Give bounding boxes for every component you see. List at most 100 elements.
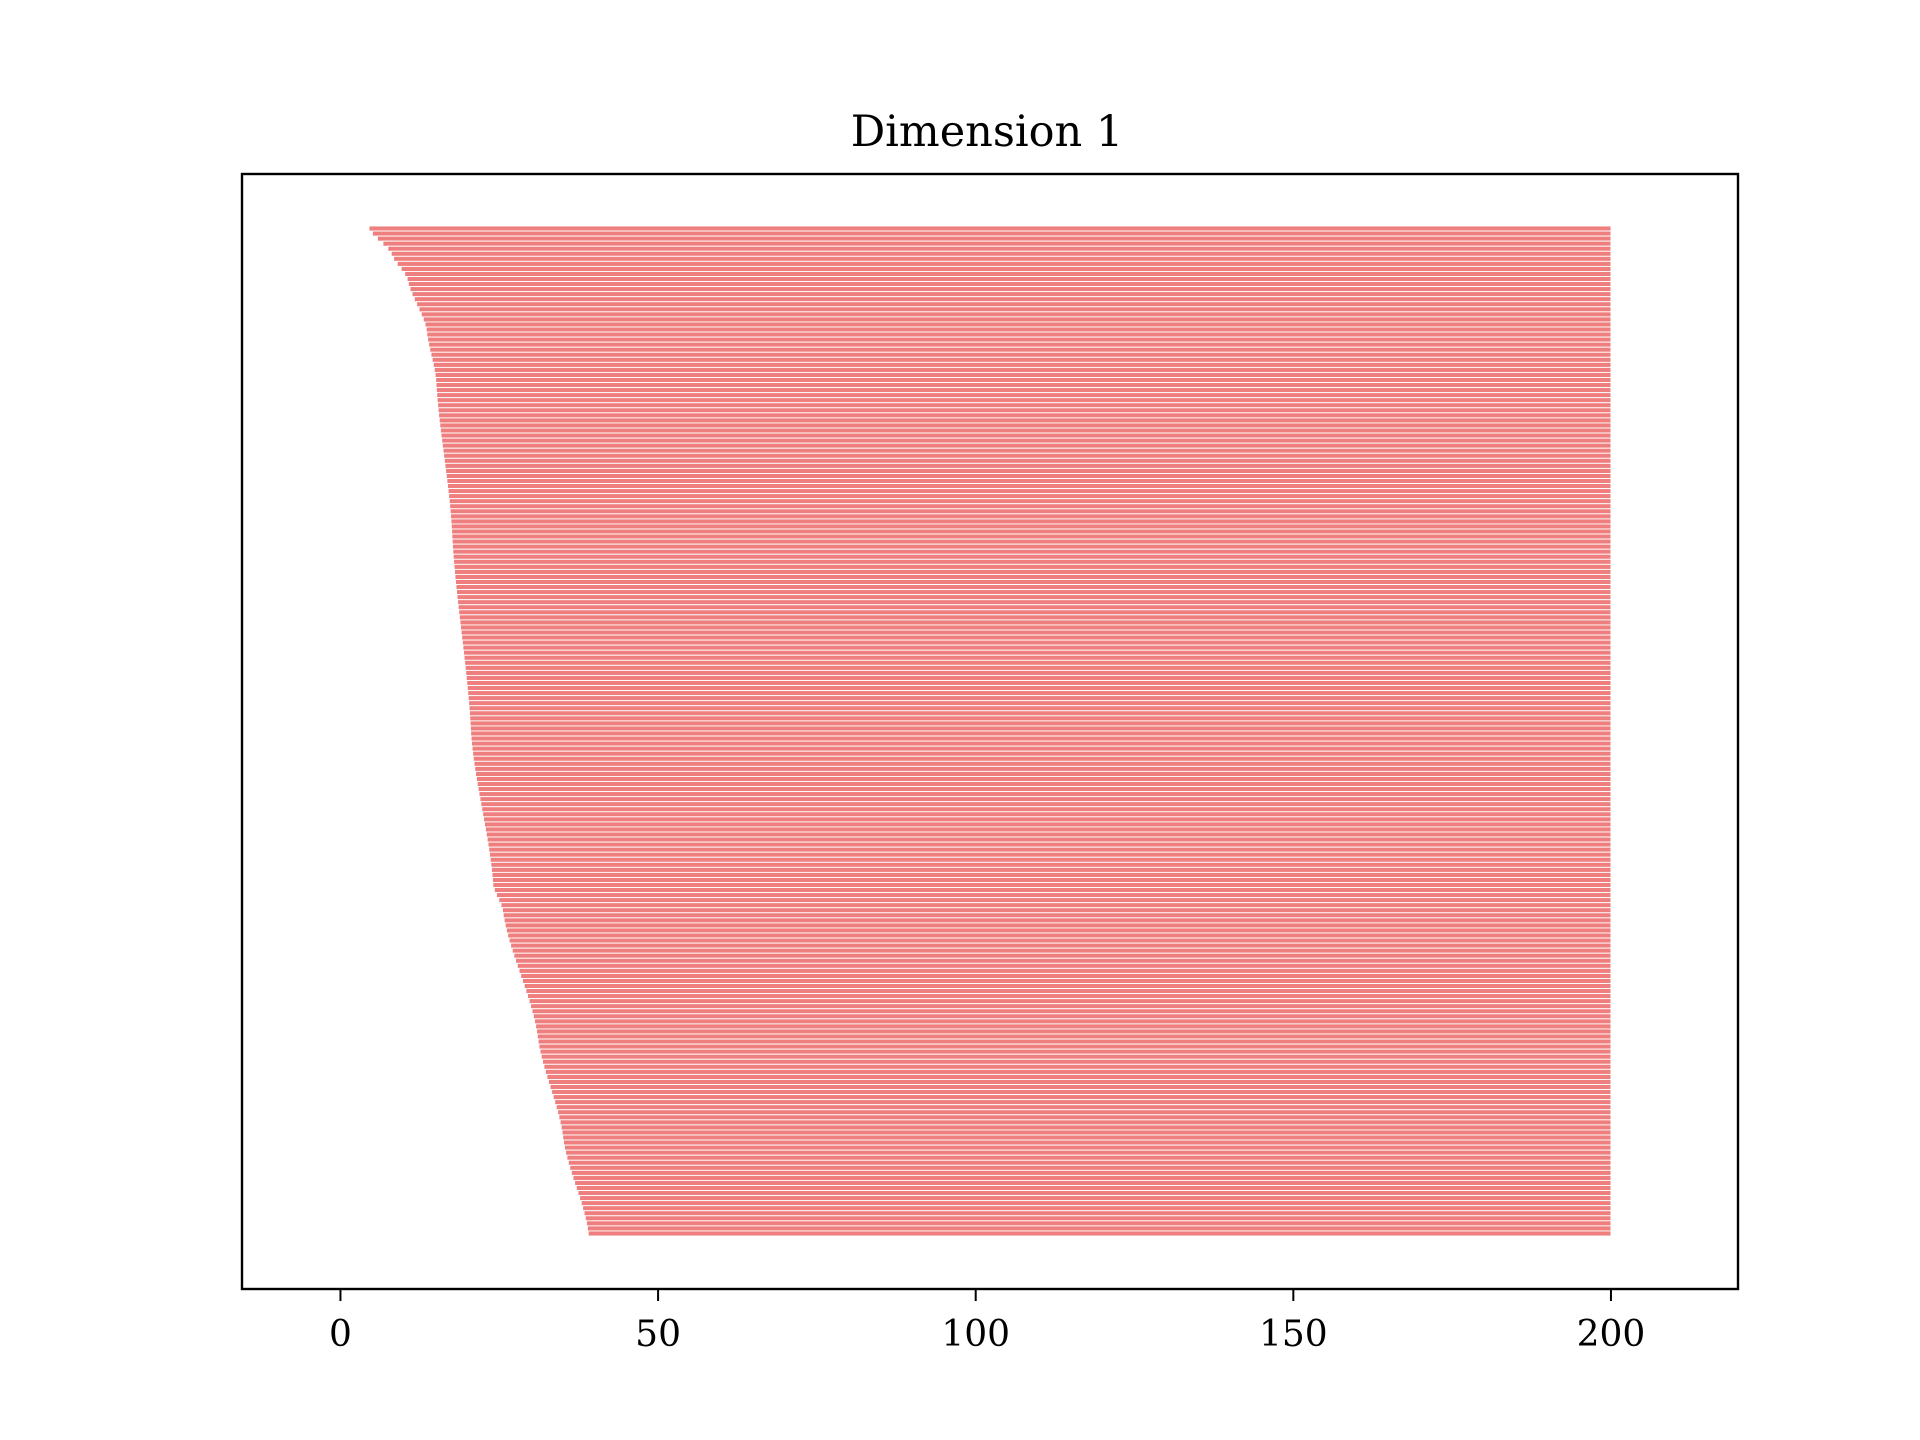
bar-185 <box>566 1154 1612 1161</box>
bar-118 <box>483 816 1612 823</box>
bar-77 <box>458 609 1612 616</box>
bar-88 <box>464 664 1612 671</box>
bar-82 <box>461 634 1612 641</box>
bar-16 <box>416 301 1612 308</box>
bar-148 <box>518 967 1612 974</box>
bar-28 <box>432 361 1612 368</box>
bar-149 <box>520 972 1612 979</box>
bar-90 <box>465 675 1612 681</box>
bar-85 <box>463 649 1612 656</box>
bar-189 <box>572 1174 1612 1181</box>
bar-7 <box>393 255 1612 262</box>
bar-83 <box>461 639 1612 646</box>
bar-8 <box>396 260 1612 267</box>
bar-39 <box>438 417 1612 424</box>
bar-133 <box>496 892 1612 899</box>
bar-97 <box>469 710 1612 717</box>
bar-139 <box>504 922 1612 929</box>
bar-27 <box>431 356 1612 363</box>
chart-title: Dimension 1 <box>851 107 1124 157</box>
bar-57 <box>449 508 1612 515</box>
bar-140 <box>505 927 1612 934</box>
bar-152 <box>525 988 1612 995</box>
bar-102 <box>470 735 1612 742</box>
bar-94 <box>467 695 1612 702</box>
bar-68 <box>453 563 1612 570</box>
bar-176 <box>557 1109 1612 1116</box>
bar-132 <box>493 887 1612 894</box>
bar-174 <box>554 1099 1612 1106</box>
bar-164 <box>539 1048 1612 1055</box>
bar-45 <box>442 447 1612 454</box>
bar-117 <box>482 811 1612 818</box>
bar-99 <box>469 720 1612 727</box>
bar-195 <box>582 1205 1612 1212</box>
x-tick-label: 100 <box>941 1314 1010 1355</box>
bar-112 <box>477 786 1612 793</box>
bar-51 <box>446 478 1612 485</box>
bar-79 <box>459 619 1612 626</box>
bar-127 <box>490 861 1612 868</box>
bar-145 <box>513 952 1612 959</box>
bar-183 <box>564 1144 1612 1151</box>
bar-92 <box>466 685 1612 692</box>
bar-11 <box>406 276 1612 283</box>
x-tick-label: 50 <box>635 1314 681 1355</box>
bar-138 <box>503 917 1612 924</box>
plot-frame <box>240 172 1740 1291</box>
bar-67 <box>453 558 1612 565</box>
bar-191 <box>575 1185 1612 1192</box>
bar-32 <box>435 382 1612 389</box>
bar-141 <box>507 932 1612 939</box>
bar-162 <box>537 1038 1612 1045</box>
bar-192 <box>577 1190 1612 1197</box>
bar-122 <box>486 836 1612 843</box>
bar-166 <box>542 1058 1612 1065</box>
bar-104 <box>471 745 1612 752</box>
bar-123 <box>487 841 1612 848</box>
bar-188 <box>570 1169 1612 1176</box>
bar-62 <box>451 533 1612 540</box>
bar-181 <box>562 1134 1612 1141</box>
bar-17 <box>418 306 1612 313</box>
bar-14 <box>411 291 1612 298</box>
bar-178 <box>559 1119 1612 1126</box>
bar-196 <box>583 1210 1612 1217</box>
bar-163 <box>538 1043 1612 1050</box>
bar-150 <box>522 978 1612 984</box>
bar-55 <box>448 498 1612 505</box>
bar-35 <box>436 397 1612 404</box>
bar-106 <box>472 755 1612 762</box>
bar-165 <box>540 1053 1612 1060</box>
bar-179 <box>560 1124 1612 1131</box>
bar-40 <box>439 422 1612 429</box>
bar-170 <box>548 1078 1612 1085</box>
bar-70 <box>454 574 1612 580</box>
bar-1 <box>368 225 1612 232</box>
bar-177 <box>558 1114 1612 1121</box>
bar-80 <box>460 624 1612 631</box>
bar-137 <box>502 912 1612 919</box>
bar-24 <box>428 341 1612 348</box>
bar-95 <box>468 700 1612 707</box>
bar-43 <box>441 437 1612 444</box>
x-tick-label: 200 <box>1577 1314 1646 1355</box>
x-tick-label: 0 <box>329 1314 352 1355</box>
bar-91 <box>466 680 1612 687</box>
bar-125 <box>489 851 1612 858</box>
bar-169 <box>546 1073 1612 1080</box>
bar-109 <box>475 770 1612 777</box>
bar-64 <box>452 543 1612 550</box>
bar-19 <box>422 316 1612 323</box>
bar-167 <box>543 1063 1612 1070</box>
bar-108 <box>474 765 1612 772</box>
bar-157 <box>532 1013 1612 1020</box>
bars-group <box>368 225 1612 1237</box>
x-axis: 0 50 100 150 200 <box>329 1289 1645 1355</box>
bar-154 <box>528 998 1612 1005</box>
bar-131 <box>492 882 1612 889</box>
bar-15 <box>413 296 1612 303</box>
bar-56 <box>449 503 1612 510</box>
bar-186 <box>567 1159 1612 1166</box>
bar-198 <box>586 1220 1612 1227</box>
